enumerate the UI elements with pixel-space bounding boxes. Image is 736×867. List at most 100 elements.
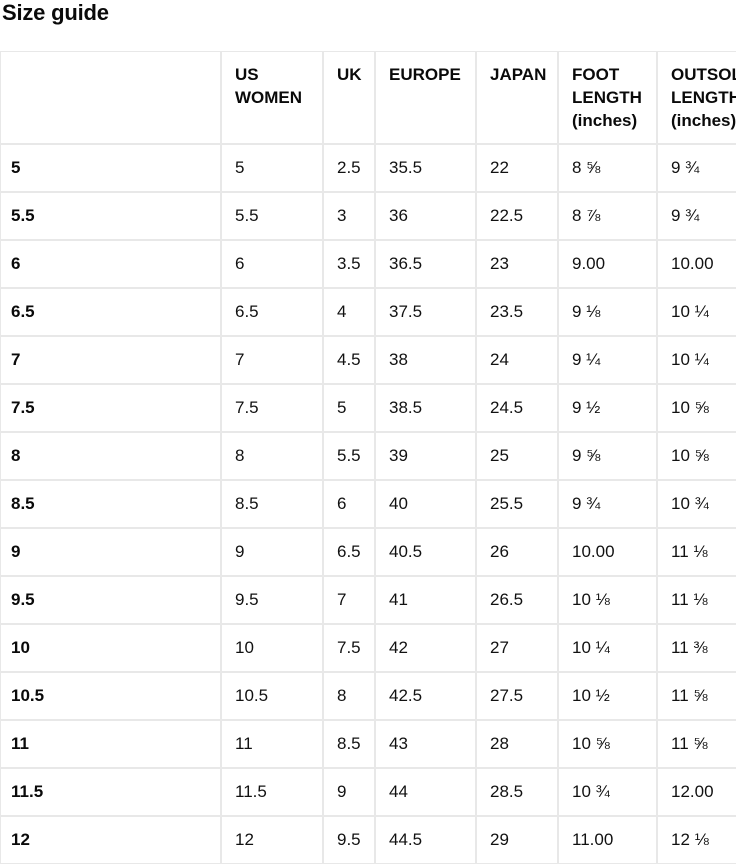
cell-europe: 40.5 [375,528,476,576]
cell-outsole_length: 9 ¾ [657,144,736,192]
cell-outsole_length: 10 ¾ [657,480,736,528]
cell-japan: 22 [476,144,558,192]
cell-foot_length: 10 ⅛ [558,576,657,624]
cell-us_women: 5 [221,144,323,192]
cell-japan: 27.5 [476,672,558,720]
row-label: 7.5 [0,384,221,432]
cell-uk: 4 [323,288,375,336]
table-row: 11.5 11.5 9 44 28.5 10 ¾ 12.00 [0,768,736,816]
cell-uk: 3 [323,192,375,240]
table-row: 8.5 8.5 6 40 25.5 9 ¾ 10 ¾ [0,480,736,528]
cell-us_women: 7 [221,336,323,384]
cell-europe: 40 [375,480,476,528]
cell-europe: 37.5 [375,288,476,336]
cell-outsole_length: 10 ⅝ [657,384,736,432]
size-guide-table: US WOMEN UK EUROPE JAPAN FOOT LENGTH (inches… [0,51,736,864]
column-header-foot_length: FOOT LENGTH (inches) [558,51,657,144]
row-label: 10 [0,624,221,672]
cell-foot_length: 11.00 [558,816,657,864]
row-label: 9.5 [0,576,221,624]
cell-japan: 27 [476,624,558,672]
cell-foot_length: 8 ⅞ [558,192,657,240]
table-row: 8 8 5.5 39 25 9 ⅝ 10 ⅝ [0,432,736,480]
cell-uk: 8.5 [323,720,375,768]
cell-japan: 28.5 [476,768,558,816]
cell-foot_length: 10 ¾ [558,768,657,816]
table-row: 11 11 8.5 43 28 10 ⅝ 11 ⅝ [0,720,736,768]
row-label: 10.5 [0,672,221,720]
table-row: 6 6 3.5 36.5 23 9.00 10.00 [0,240,736,288]
cell-outsole_length: 11 ⅛ [657,528,736,576]
cell-us_women: 10 [221,624,323,672]
cell-us_women: 8.5 [221,480,323,528]
cell-japan: 28 [476,720,558,768]
cell-foot_length: 8 ⅝ [558,144,657,192]
column-header-japan: JAPAN [476,51,558,144]
cell-outsole_length: 11 ⅝ [657,720,736,768]
cell-uk: 8 [323,672,375,720]
table-row: 9 9 6.5 40.5 26 10.00 11 ⅛ [0,528,736,576]
cell-japan: 26 [476,528,558,576]
row-label: 9 [0,528,221,576]
header-row: US WOMEN UK EUROPE JAPAN FOOT LENGTH (inches… [0,51,736,144]
column-header-us_women: US WOMEN [221,51,323,144]
cell-foot_length: 9 ⅛ [558,288,657,336]
table-header: US WOMEN UK EUROPE JAPAN FOOT LENGTH (inches… [0,51,736,144]
cell-outsole_length: 10.00 [657,240,736,288]
table-row: 6.5 6.5 4 37.5 23.5 9 ⅛ 10 ¼ [0,288,736,336]
cell-foot_length: 10.00 [558,528,657,576]
cell-japan: 24 [476,336,558,384]
table-row: 9.5 9.5 7 41 26.5 10 ⅛ 11 ⅛ [0,576,736,624]
cell-us_women: 6.5 [221,288,323,336]
cell-uk: 5.5 [323,432,375,480]
table-row: 12 12 9.5 44.5 29 11.00 12 ⅛ [0,816,736,864]
cell-europe: 42.5 [375,672,476,720]
row-label: 12 [0,816,221,864]
cell-europe: 38.5 [375,384,476,432]
cell-japan: 25.5 [476,480,558,528]
cell-uk: 4.5 [323,336,375,384]
column-header-size [0,51,221,144]
column-header-europe: EUROPE [375,51,476,144]
cell-japan: 29 [476,816,558,864]
cell-outsole_length: 11 ⅜ [657,624,736,672]
cell-europe: 39 [375,432,476,480]
cell-foot_length: 9 ¾ [558,480,657,528]
cell-foot_length: 10 ⅝ [558,720,657,768]
cell-uk: 9.5 [323,816,375,864]
cell-outsole_length: 12.00 [657,768,736,816]
cell-us_women: 10.5 [221,672,323,720]
cell-uk: 6.5 [323,528,375,576]
cell-us_women: 8 [221,432,323,480]
cell-europe: 36 [375,192,476,240]
row-label: 7 [0,336,221,384]
cell-foot_length: 10 ½ [558,672,657,720]
cell-uk: 2.5 [323,144,375,192]
cell-outsole_length: 10 ¼ [657,288,736,336]
cell-outsole_length: 9 ¾ [657,192,736,240]
cell-uk: 6 [323,480,375,528]
row-label: 6.5 [0,288,221,336]
cell-us_women: 12 [221,816,323,864]
cell-europe: 36.5 [375,240,476,288]
cell-uk: 7.5 [323,624,375,672]
cell-foot_length: 10 ¼ [558,624,657,672]
cell-us_women: 9 [221,528,323,576]
cell-us_women: 11 [221,720,323,768]
row-label: 11 [0,720,221,768]
cell-japan: 25 [476,432,558,480]
table-row: 7 7 4.5 38 24 9 ¼ 10 ¼ [0,336,736,384]
cell-us_women: 6 [221,240,323,288]
cell-outsole_length: 10 ¼ [657,336,736,384]
table-row: 10 10 7.5 42 27 10 ¼ 11 ⅜ [0,624,736,672]
cell-foot_length: 9 ½ [558,384,657,432]
cell-uk: 7 [323,576,375,624]
cell-foot_length: 9 ⅝ [558,432,657,480]
row-label: 6 [0,240,221,288]
cell-europe: 44 [375,768,476,816]
cell-foot_length: 9 ¼ [558,336,657,384]
cell-us_women: 5.5 [221,192,323,240]
